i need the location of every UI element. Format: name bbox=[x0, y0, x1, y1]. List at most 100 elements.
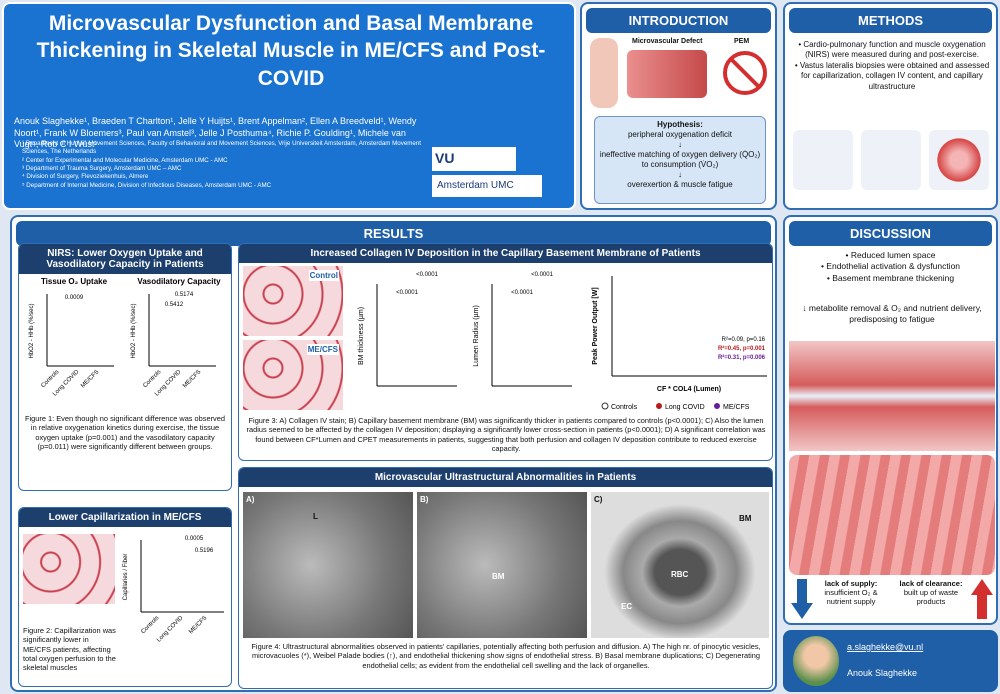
figure-caption: Figure 2: Capillarization was significan… bbox=[23, 626, 116, 672]
bullet: • Endothelial activation & dysfunction bbox=[820, 261, 961, 272]
cell-icon bbox=[929, 130, 989, 190]
legend-marker bbox=[714, 403, 720, 409]
logo-vu: VU bbox=[432, 147, 516, 171]
arrow-up bbox=[971, 579, 993, 619]
hypothesis-line: ineffective matching of oxygen delivery … bbox=[599, 150, 761, 169]
hypothesis-line: overexertion & muscle fatigue bbox=[627, 180, 733, 189]
chart-subtitle: Vasodilatory Capacity bbox=[137, 277, 221, 286]
arrow-down bbox=[791, 579, 813, 619]
stat: R²=0.45, p=0.001 bbox=[718, 345, 766, 352]
figure-caption: Figure 1: Even though no significant dif… bbox=[25, 414, 225, 451]
muscle-illustration bbox=[789, 455, 995, 575]
image-label: ME/CFS bbox=[306, 344, 339, 355]
discussion: DISCUSSION • Reduced lumen space • Endot… bbox=[783, 215, 998, 625]
p-value: 0.5412 bbox=[165, 302, 184, 308]
supply-text: insufficient O₂ & nutrient supply bbox=[824, 588, 878, 606]
arrow: ↓ bbox=[678, 140, 682, 149]
discussion-list: • Reduced lumen space • Endothelial acti… bbox=[785, 250, 996, 284]
x-tick-label: Controls bbox=[140, 615, 160, 635]
histology-image: ME/CFS bbox=[243, 340, 343, 410]
supply-heading: lack of supply: bbox=[824, 579, 878, 588]
bullet-text: Basement membrane thickening bbox=[832, 272, 955, 283]
affiliation: ² Center for Experimental and Molecular … bbox=[22, 156, 228, 164]
bullet-text: Cardio-pulmonary function and muscle oxy… bbox=[803, 40, 986, 60]
bullet: • Reduced lumen space bbox=[845, 250, 936, 260]
hypothesis-heading: Hypothesis: bbox=[657, 120, 703, 129]
affiliation: ⁵ Department of Internal Medicine, Divis… bbox=[22, 181, 272, 189]
legend-entry: Controls bbox=[611, 404, 638, 411]
stat: R²=0.09, p=0.16 bbox=[722, 337, 766, 343]
results: RESULTS NIRS: Lower Oxygen Uptake and Va… bbox=[10, 215, 777, 692]
nirs-panel: NIRS: Lower Oxygen Uptake and Vasodilato… bbox=[18, 243, 232, 491]
affiliations: ¹ Department of Human Movement Sciences,… bbox=[22, 140, 422, 190]
legend-marker bbox=[601, 402, 609, 410]
methods-list: • Cardio-pulmonary function and muscle o… bbox=[793, 40, 991, 92]
biopsy-icon bbox=[793, 130, 853, 190]
x-axis-label: CF * COL4 (Lumen) bbox=[657, 386, 721, 393]
vessel-illustration bbox=[627, 50, 707, 98]
histology-image bbox=[23, 534, 115, 604]
affiliation: ⁴ Division of Surgery, Flevoziekenhuis, … bbox=[22, 173, 149, 181]
legend-marker bbox=[656, 403, 662, 409]
legend-entry: ME/CFS bbox=[723, 404, 750, 411]
bullet: • Vastus lateralis biopsies were obtaine… bbox=[794, 60, 990, 91]
clearance-heading: lack of clearance: bbox=[899, 579, 963, 588]
panel-title: Lower Capillarization in ME/CFS bbox=[19, 508, 231, 527]
bullet: • Basement membrane thickening bbox=[826, 272, 955, 283]
image-label: BM bbox=[492, 572, 505, 581]
p-value: 0.5196 bbox=[195, 548, 214, 554]
p-value: 0.0005 bbox=[185, 536, 204, 542]
section-heading: INTRODUCTION bbox=[586, 8, 771, 33]
panel-title: Microvascular Ultrastructural Abnormalit… bbox=[239, 468, 772, 487]
logo-umc: Amsterdam UMC bbox=[432, 175, 542, 197]
section-heading: METHODS bbox=[789, 8, 992, 33]
y-axis-label: Peak Power Output [W] bbox=[592, 287, 599, 364]
contact-name[interactable]: Anouk Slaghekke bbox=[847, 668, 918, 678]
panel-label: C) bbox=[594, 495, 603, 504]
panel-label: B) bbox=[420, 495, 429, 504]
stat: R²=0.31, p=0.006 bbox=[718, 354, 766, 361]
supply: lack of supply: insufficient O₂ & nutrien… bbox=[813, 579, 889, 606]
pem-icon bbox=[723, 51, 767, 95]
image-label: RBC bbox=[671, 570, 689, 579]
leg-illustration bbox=[590, 38, 618, 108]
hypothesis-box: Hypothesis: peripheral oxygenation defic… bbox=[594, 116, 766, 204]
title-block: Microvascular Dysfunction and Basal Memb… bbox=[2, 2, 576, 210]
introduction: INTRODUCTION Microvascular Defect PEM Hy… bbox=[580, 2, 777, 210]
section-heading: DISCUSSION bbox=[789, 221, 992, 246]
ultrastructure-panel: Microvascular Ultrastructural Abnormalit… bbox=[238, 467, 773, 689]
clearance-text: built up of waste products bbox=[903, 588, 959, 606]
title: Microvascular Dysfunction and Basal Memb… bbox=[36, 12, 546, 90]
y-axis-label: HbO2 - HHb (%/sec) bbox=[131, 303, 137, 358]
x-tick-label: ME/CFS bbox=[80, 369, 100, 389]
panel-label: A) bbox=[246, 495, 255, 504]
p-value: <0.0001 bbox=[531, 272, 554, 278]
p-value: 0.0009 bbox=[65, 295, 84, 301]
affiliation: ¹ Department of Human Movement Sciences,… bbox=[22, 140, 422, 156]
figure-caption: Figure 3: A) Collagen IV stain; B) Capil… bbox=[246, 416, 766, 453]
figure-caption: Figure 4: Ultrastructural abnormalities … bbox=[251, 642, 761, 670]
panel-title: NIRS: Lower Oxygen Uptake and Vasodilato… bbox=[19, 244, 231, 274]
microscope-icon bbox=[861, 130, 921, 190]
affiliation: ³ Department of Trauma Surgery, Amsterda… bbox=[22, 165, 182, 173]
y-axis-label: BM thickness (µm) bbox=[358, 307, 365, 365]
contact: a.slaghekke@vu.nl Anouk Slaghekke bbox=[783, 630, 998, 692]
nirs-figure: Tissue O₂ Uptake Vasodilatory Capacity H… bbox=[29, 277, 221, 397]
collagen-panel: Increased Collagen IV Deposition in the … bbox=[238, 243, 773, 461]
methods: METHODS • Cardio-pulmonary function and … bbox=[783, 2, 998, 210]
chart-subtitle: Tissue O₂ Uptake bbox=[41, 277, 108, 286]
capillarization-figure: Capillaries / Fiber 0.0005 0.5196 Contro… bbox=[123, 536, 224, 642]
x-tick-label: Controls bbox=[40, 369, 60, 389]
photo bbox=[793, 636, 839, 686]
label: Microvascular Defect bbox=[632, 38, 703, 45]
email[interactable]: a.slaghekke@vu.nl bbox=[847, 642, 924, 652]
em-image: C) RBC EC BM bbox=[591, 492, 769, 638]
clearance: lack of clearance: built up of waste prod… bbox=[893, 579, 969, 606]
legend-entry: Long COVID bbox=[665, 404, 705, 411]
y-axis-label: HbO2 - HHb (%/sec) bbox=[29, 303, 35, 358]
image-label: BM bbox=[739, 514, 752, 523]
image-label: Control bbox=[308, 270, 339, 281]
p-value: <0.0001 bbox=[416, 272, 439, 278]
